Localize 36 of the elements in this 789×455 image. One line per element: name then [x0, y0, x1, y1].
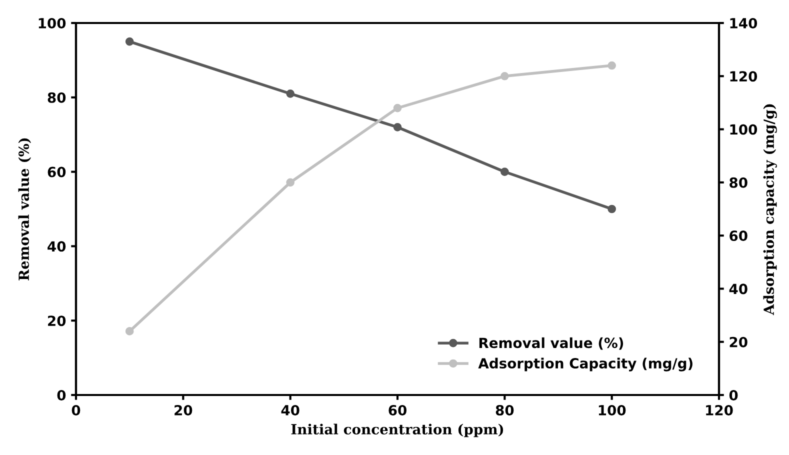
legend-label: Adsorption Capacity (mg/g): [478, 358, 692, 372]
x-tick-label: 100: [598, 404, 626, 416]
point: [286, 90, 294, 98]
y2-tick-label: 100: [730, 124, 758, 135]
point: [393, 122, 402, 132]
y2-tick-label: 40: [729, 284, 748, 294]
y2-tick-label: 80: [730, 177, 748, 188]
y2-tick-label: 140: [730, 18, 758, 28]
point: [125, 37, 134, 46]
legend-label: Removal value (%): [479, 337, 624, 350]
y-tick-label: 80: [48, 92, 66, 103]
x-tick-label: 80: [496, 404, 514, 416]
y2-axis-title: Adsorption capacity (mg/g): [763, 104, 777, 316]
y-tick-label: 100: [38, 18, 66, 28]
y2-tick-label: 0: [729, 390, 738, 400]
x-tick-label: 120: [706, 404, 733, 416]
point: [286, 178, 294, 187]
y2-tick-label: 120: [730, 71, 758, 82]
point: [608, 61, 616, 70]
x-tick-label: 60: [388, 404, 406, 416]
y-tick-label: 0: [57, 390, 66, 400]
y-axis-title: Removal value (%): [18, 138, 32, 280]
point: [500, 168, 509, 176]
y-tick-label: 40: [48, 241, 66, 252]
y2-tick-label: 20: [730, 336, 748, 348]
point: [608, 204, 616, 214]
y-tick-label: 60: [48, 166, 66, 178]
x-tick-label: 0: [72, 404, 80, 416]
y-tick-label: 20: [48, 316, 66, 326]
x-tick-label: 20: [174, 404, 192, 416]
point: [125, 327, 134, 336]
x-tick-label: 40: [281, 404, 300, 416]
point: [393, 104, 402, 112]
point: [500, 72, 509, 80]
y2-tick-label: 60: [730, 230, 748, 242]
x-axis-title: Initial concentration (ppm): [291, 424, 504, 438]
